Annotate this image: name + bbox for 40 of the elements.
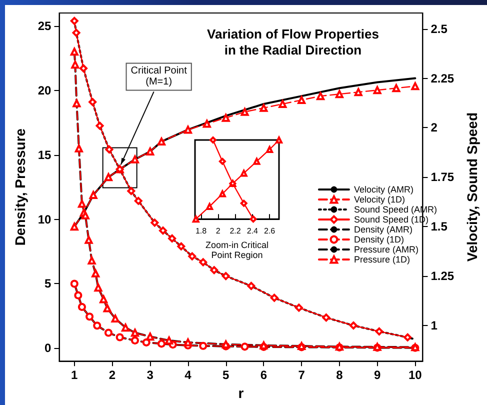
y-tick-label: 5 <box>44 276 52 291</box>
y-axis-title: Density, Pressure <box>12 128 28 246</box>
text: Variation of Flow Properties in the Radial Direction <box>207 26 379 58</box>
y-tick-label: 0 <box>44 341 52 356</box>
y2-tick-label: 1.5 <box>430 220 448 234</box>
y-tick-label: 25 <box>38 18 52 33</box>
y2-tick-label: 2 <box>430 120 438 135</box>
legend-label: Velocity (1D) <box>354 194 405 204</box>
legend-label: Pressure (AMR) <box>354 244 418 254</box>
y-tick-label: 10 <box>38 212 52 226</box>
x-tick-label: 8 <box>336 368 344 382</box>
x-tick-label: 9 <box>374 368 381 382</box>
y2-tick-label: 2.25 <box>430 71 454 86</box>
x-tick-label: 2.2 <box>230 226 242 236</box>
y-tick-label: 15 <box>38 148 52 162</box>
y2-tick-label: 1.25 <box>430 269 454 284</box>
x-axis-title: Zoom-in Critical Point Region <box>205 240 269 260</box>
x-tick-label: 2.6 <box>264 226 276 236</box>
y2-axis-title: Velocity, Sound Speed <box>464 112 480 262</box>
x-tick-label: 2 <box>216 226 221 236</box>
x-tick-label: 2 <box>108 368 116 382</box>
x-tick-label: 3 <box>146 368 154 382</box>
x-tick-label: 10 <box>408 368 422 382</box>
legend-label: Density (AMR) <box>354 224 412 234</box>
x-tick-label: 1.8 <box>195 226 208 236</box>
y2-tick-label: 1 <box>430 318 438 332</box>
legend-label: Density (1D) <box>354 234 404 244</box>
y-tick-label: 20 <box>38 83 52 98</box>
y2-tick-label: 1.75 <box>430 170 454 184</box>
x-tick-label: 6 <box>260 368 268 382</box>
x-tick-label: 7 <box>298 368 306 382</box>
x-axis-title: r <box>238 385 244 401</box>
legend-label: Pressure (1D) <box>354 254 410 264</box>
x-tick-label: 5 <box>222 368 230 382</box>
x-tick-label: 1 <box>71 368 78 382</box>
x-tick-label: 4 <box>184 368 192 382</box>
annotation: Critical Point (M=1) <box>130 66 188 88</box>
x-tick-label: 2.4 <box>246 226 259 236</box>
y2-tick-label: 2.5 <box>430 22 448 36</box>
legend-label: Velocity (AMR) <box>354 184 414 194</box>
